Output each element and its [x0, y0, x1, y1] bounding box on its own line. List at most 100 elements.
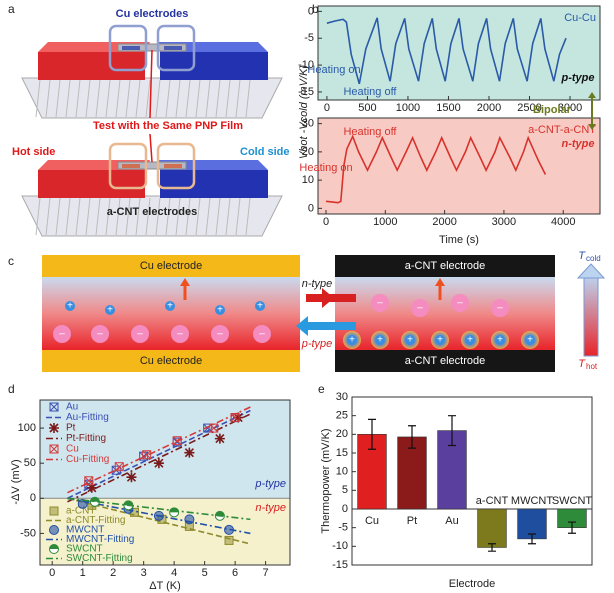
arrow [149, 49, 153, 119]
t-label: T [578, 250, 586, 262]
fin [95, 79, 101, 118]
y-axis-label: -ΔV (mV) [10, 459, 22, 504]
ion [53, 325, 71, 343]
y-tick-label: -5 [338, 522, 348, 534]
legend-label: Pt-Fitting [66, 433, 106, 444]
ion [491, 299, 509, 317]
x-tick-label: 7 [263, 567, 269, 579]
ion-sign: + [349, 335, 355, 346]
annotation: Heating off [343, 126, 397, 138]
electrode-strip [122, 46, 140, 50]
fin [225, 79, 231, 118]
fin [145, 197, 151, 236]
ion-sign: + [497, 335, 503, 346]
error-bar [568, 521, 576, 534]
fin [245, 197, 251, 236]
ion-sign: + [217, 305, 223, 316]
marker-star [214, 433, 225, 444]
electrode-label: Cu electrode [140, 355, 202, 367]
fit-line [67, 413, 251, 503]
label: Hot side [12, 146, 55, 158]
legend-label: SWCNT [66, 544, 103, 555]
electrode-box [108, 142, 148, 190]
fin [155, 197, 161, 236]
label: Cu electrodes [116, 8, 189, 20]
ion [495, 335, 505, 345]
point [169, 507, 180, 518]
annotation: n-type [562, 138, 595, 150]
ion [255, 301, 265, 311]
electrode-box [156, 142, 196, 190]
fin [195, 197, 201, 236]
marker-x [49, 444, 59, 454]
point [214, 510, 225, 521]
marker-star [233, 412, 244, 423]
electrode-strip [164, 164, 182, 168]
y-tick-label: -50 [20, 527, 36, 539]
ion-sign: + [437, 335, 443, 346]
legend-marker [49, 544, 59, 554]
legend-label: Cu-Fitting [66, 454, 109, 465]
y-tick-label: 0 [342, 503, 348, 515]
arrow-body [308, 322, 356, 330]
fin [125, 197, 131, 236]
fin [65, 197, 71, 236]
fit-line [67, 497, 251, 521]
fin [235, 197, 241, 236]
annotation: Heating off [343, 86, 397, 98]
fin [35, 197, 41, 236]
data-line [326, 17, 567, 85]
y-tick-label: 5 [342, 484, 348, 496]
y-tick-label: 10 [302, 174, 314, 186]
arrow-head [588, 92, 596, 98]
fin [145, 79, 151, 118]
label: Cold side [240, 146, 290, 158]
ion [411, 299, 429, 317]
ion-sign: + [67, 301, 73, 312]
data-line [325, 134, 547, 204]
ion [211, 325, 229, 343]
electrode-label: a-CNT electrode [405, 260, 486, 272]
marker-x [142, 450, 152, 460]
ion-sign: – [259, 329, 265, 340]
fin [85, 79, 91, 118]
marker-x [203, 423, 213, 433]
x-tick-label: 2000 [477, 102, 501, 114]
fin [135, 79, 141, 118]
arrow-label: n-type [302, 278, 333, 290]
y-tick-label: 30 [302, 118, 314, 130]
legend-label: Pt [66, 423, 76, 434]
marker-circle [49, 525, 59, 535]
y-tick-label: 0 [308, 5, 314, 17]
hot-block [38, 52, 145, 80]
x-tick-label: 3 [141, 567, 147, 579]
fit-line [67, 497, 251, 545]
ion-sign: – [217, 329, 223, 340]
x-tick-label: Pt [407, 515, 417, 527]
y-tick-label: 0 [308, 202, 314, 214]
point [142, 450, 152, 460]
point [153, 458, 164, 469]
fit-line [67, 406, 251, 494]
frame [351, 396, 593, 566]
annotation: Heating on [307, 64, 360, 76]
t-label: T [578, 358, 586, 370]
annotation: p-type [561, 72, 595, 84]
fin [215, 197, 221, 236]
fin [165, 197, 171, 236]
error-bar [448, 415, 456, 447]
ion [91, 325, 109, 343]
x-tick-label: 0 [49, 567, 55, 579]
electrode-box [108, 24, 148, 72]
x-tick-label: 2 [110, 567, 116, 579]
ion-sign: + [257, 301, 263, 312]
legend-label: Cu [66, 444, 79, 455]
arrow-head [322, 288, 334, 308]
y-tick-label: -5 [304, 32, 314, 44]
annotation: Heating on [299, 162, 352, 174]
arrow-head [576, 263, 606, 279]
ion [465, 335, 475, 345]
fin [175, 197, 181, 236]
annotation: p-type [254, 478, 286, 490]
